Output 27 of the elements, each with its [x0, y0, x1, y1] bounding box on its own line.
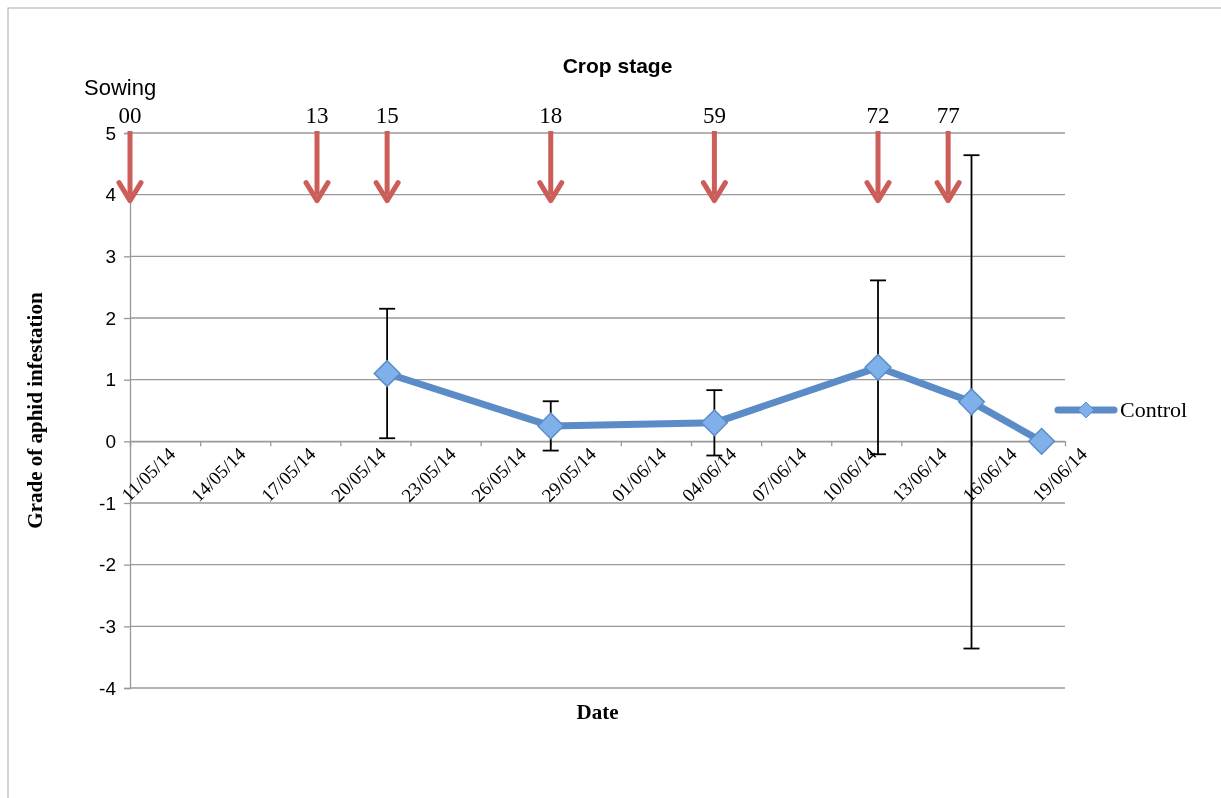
legend-label: Control [1120, 397, 1188, 422]
y-tick-label: -4 [99, 677, 117, 699]
y-tick-label: 1 [105, 369, 116, 391]
x2-tick-label: 59 [702, 103, 726, 128]
x2-tick-label: 15 [375, 103, 399, 128]
y-tick-label: 2 [105, 307, 116, 329]
y-tick-label: 4 [105, 184, 117, 206]
point [957, 388, 986, 416]
x-axis-title: Date [576, 700, 619, 724]
point [373, 359, 401, 388]
y-tick-label: -2 [99, 554, 116, 576]
x2-tick-label: 00 [118, 103, 142, 128]
x2-tick-label: 13 [305, 103, 329, 128]
x2-tick-label: 77 [936, 103, 960, 128]
point [864, 353, 892, 381]
y-tick-label: -3 [99, 615, 116, 637]
text: Sowing [84, 75, 157, 100]
y-tick-label: 3 [105, 245, 116, 267]
x2-tick-label: 18 [539, 103, 563, 128]
y-tick-label: -1 [99, 492, 116, 514]
x2-tick-label: 72 [866, 103, 890, 128]
y-tick-label: 5 [105, 122, 116, 144]
y-tick-label: 0 [105, 430, 116, 452]
point [700, 409, 728, 437]
x2-axis-title: Crop stage [562, 54, 673, 77]
y-axis-title: Grade of aphid infestation [23, 292, 47, 529]
point [537, 412, 565, 440]
